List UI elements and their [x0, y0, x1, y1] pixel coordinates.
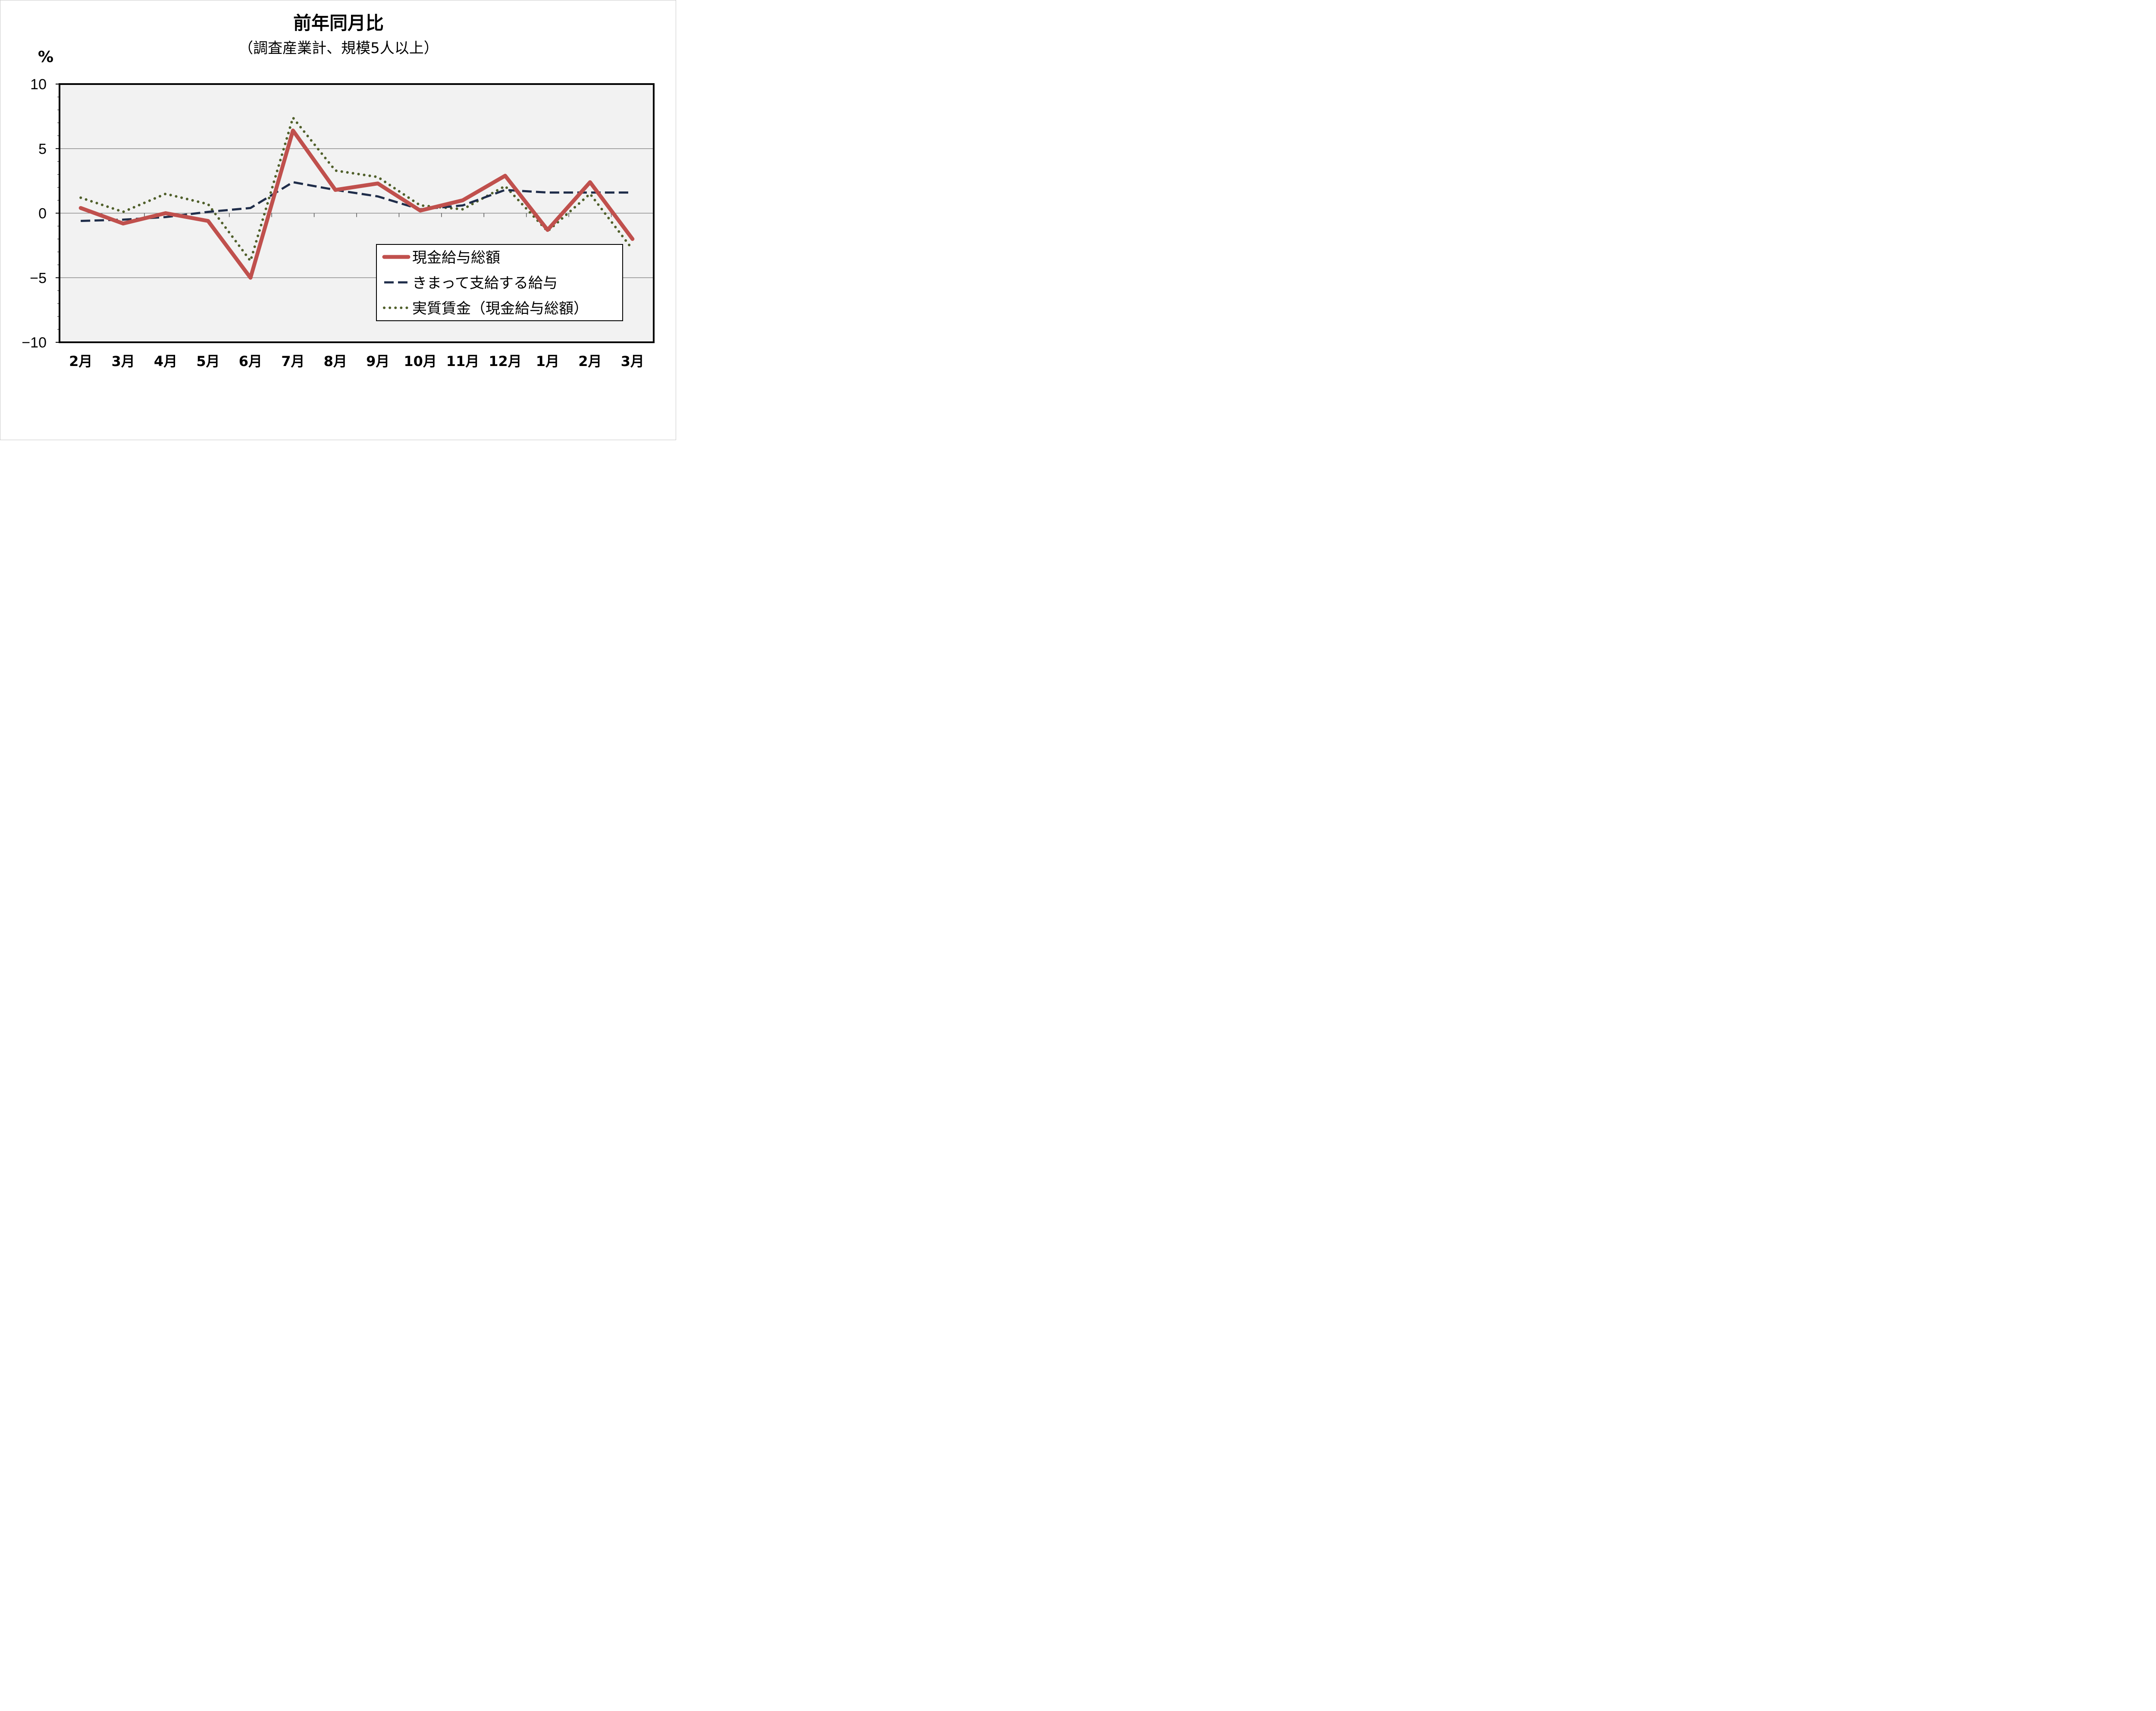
plot-border — [59, 83, 655, 343]
series-lines — [78, 116, 635, 280]
y-axis-unit-label: % — [38, 48, 53, 66]
x-tick-label: 2月 — [69, 353, 92, 369]
x-tick-label: 7月 — [281, 353, 304, 369]
x-tick-label: 12月 — [489, 353, 522, 369]
legend-label-series-3: 実質賃金（現金給与総額） — [412, 300, 588, 317]
chart-subtitle: （調査産業計、規模5人以上） — [238, 40, 439, 57]
x-tick-label: 3月 — [112, 353, 135, 369]
x-tick-label: 1月 — [536, 353, 559, 369]
y-axis-tick-labels: 10 5 0 −5 −10 — [22, 76, 47, 351]
x-tick-label: 11月 — [446, 353, 479, 369]
legend-label-series-2: きまって支給する給与 — [412, 275, 558, 292]
x-axis-tick-labels: 2月 3月 4月 5月 6月 7月 8月 9月 10月 11月 12月 1月 2月 3月 — [69, 353, 644, 369]
x-tick-label: 4月 — [154, 353, 177, 369]
chart-title: 前年同月比 — [293, 13, 384, 34]
y-tick-label: 5 — [38, 141, 47, 157]
x-tick-label: 5月 — [196, 353, 219, 369]
legend-label-series-1: 現金給与総額 — [412, 249, 500, 266]
series-line-1 — [78, 128, 635, 280]
series-2-point — [547, 192, 548, 193]
x-tick-label: 3月 — [621, 353, 644, 369]
y-tick-label: −10 — [22, 335, 47, 351]
x-tick-label: 2月 — [578, 353, 602, 369]
chart-frame: 前年同月比 （調査産業計、規模5人以上） % 10 5 0 −5 −10 2月 3月 4月 5… — [0, 0, 676, 440]
series-2-point — [632, 192, 633, 193]
x-tick-label: 10月 — [404, 353, 437, 369]
y-tick-label: 10 — [30, 76, 47, 93]
x-tick-label: 8月 — [324, 353, 347, 369]
series-3-point — [632, 249, 633, 250]
legend-box — [376, 244, 623, 321]
legend: 現金給与総額 きまって支給する給与 実質賃金（現金給与総額） — [376, 244, 623, 321]
line-chart: 前年同月比 （調査産業計、規模5人以上） % 10 5 0 −5 −10 2月 3月 4月 5… — [22, 13, 655, 369]
x-tick-label: 9月 — [366, 353, 389, 369]
y-tick-label: −5 — [30, 270, 47, 286]
y-tick-label: 0 — [38, 206, 47, 222]
x-tick-label: 6月 — [239, 353, 262, 369]
